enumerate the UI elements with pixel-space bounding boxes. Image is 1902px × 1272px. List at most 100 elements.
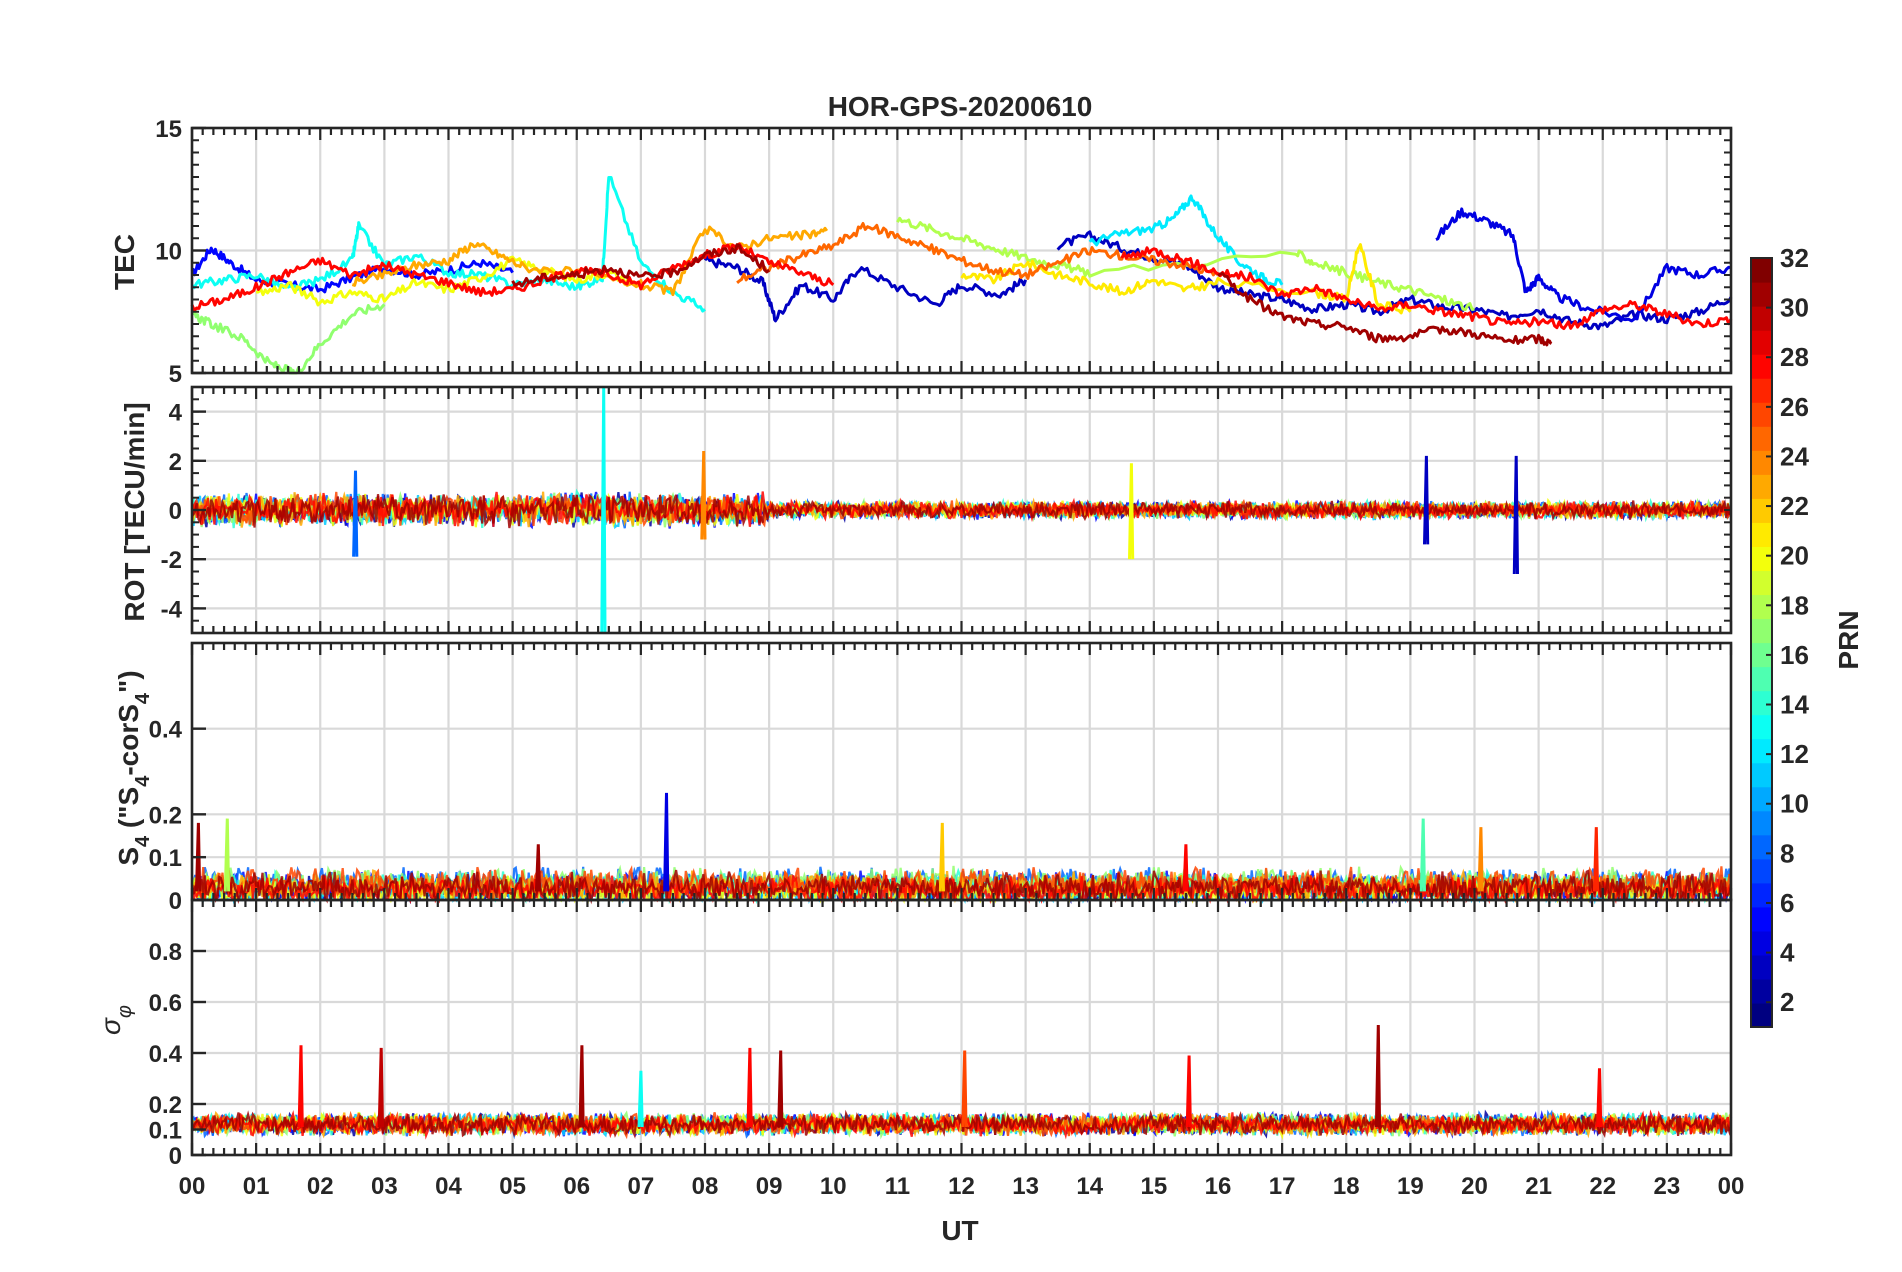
tec-y-tick-label: 15 (155, 116, 182, 143)
colorbar-segment-prn-29 (1751, 330, 1772, 355)
colorbar-segment-prn-22 (1751, 498, 1772, 523)
colorbar-segment-prn-21 (1751, 522, 1772, 547)
colorbar-segment-prn-11 (1751, 762, 1772, 788)
colorbar-segment-prn-4 (1751, 930, 1772, 956)
colorbar-tick-label: 20 (1780, 541, 1809, 571)
x-tick-label: 16 (1205, 1173, 1232, 1200)
tec-series-prn-3 (703, 255, 1028, 323)
s4-spike-prn-31 (195, 822, 202, 892)
panel-tec: 5 10 15 (155, 116, 1733, 388)
x-tick-label: 09 (756, 1173, 783, 1200)
panel-sigma_phi-data (190, 1024, 1733, 1140)
tec-series-prn-28 (190, 242, 835, 313)
sigma_phi-spike-prn-28 (297, 1045, 304, 1128)
s4-spike-prn-31 (534, 844, 542, 892)
colorbar-segment-prn-8 (1751, 834, 1772, 860)
colorbar-tick-label: 18 (1780, 590, 1809, 620)
x-tick-label: 14 (1076, 1173, 1103, 1200)
rot-spike-prn-8 (352, 470, 359, 557)
colorbar-tick-label: 30 (1780, 293, 1809, 323)
colorbar-segment-prn-18 (1751, 594, 1772, 620)
colorbar-tick-label: 14 (1780, 690, 1809, 720)
rot-y-tick-label: 4 (169, 400, 183, 427)
s4-y-tick-label: 0.1 (149, 845, 182, 872)
x-tick-label: 17 (1269, 1173, 1296, 1200)
x-tick-label: 05 (499, 1173, 526, 1200)
colorbar-segment-prn-26 (1751, 402, 1772, 427)
colorbar-segment-prn-20 (1751, 546, 1772, 572)
tec-series-prn-25 (736, 222, 1220, 284)
tec-series-prn-5 (190, 246, 514, 294)
x-tick-label: 07 (628, 1173, 655, 1200)
colorbar-segment-prn-2 (1751, 978, 1772, 1004)
x-tick-label: 01 (243, 1173, 270, 1200)
colorbar-tick-label: 4 (1780, 938, 1795, 968)
tec-y-tick-label: 10 (155, 239, 182, 266)
x-tick-label: 03 (371, 1173, 398, 1200)
sigma_phi-spike-prn-31 (578, 1045, 585, 1128)
x-tick-label: 15 (1141, 1173, 1168, 1200)
x-axis-label: UT (941, 1215, 978, 1246)
colorbar-segment-prn-32 (1751, 258, 1772, 283)
rot-spike-prn-3 (1512, 455, 1519, 575)
s4-spike-prn-27 (1592, 827, 1600, 892)
colorbar-segment-prn-19 (1751, 570, 1772, 596)
tec-y-tick-label: 5 (169, 361, 182, 388)
panel-rot-ticks: -4 -2 0 2 4 (161, 386, 1733, 634)
sigma_phi-spike-prn-30 (377, 1047, 384, 1128)
colorbar-segment-prn-12 (1751, 738, 1772, 764)
sigma_phi-y-tick-label: 0.8 (149, 939, 182, 966)
x-tick-label: 12 (948, 1173, 975, 1200)
sigma_phi-spike-prn-13 (637, 1070, 644, 1128)
x-tick-label: 11 (885, 1173, 910, 1200)
colorbar-segment-prn-14 (1751, 690, 1772, 716)
rot-y-tick-label: 2 (169, 449, 182, 476)
colorbar-tick-label: 22 (1780, 491, 1809, 521)
s4-spike-prn-24 (1477, 827, 1484, 892)
tec-axis-label: TEC (109, 234, 140, 290)
colorbar-tick-label: 2 (1780, 987, 1794, 1017)
sigma_phi-spike-prn-26 (961, 1050, 968, 1128)
s4-y-tick-label: 0 (169, 888, 182, 915)
colorbar-segment-prn-1 (1751, 1002, 1772, 1028)
colorbar-segment-prn-10 (1751, 786, 1772, 812)
s4-y-tick-label: 0.4 (149, 717, 183, 744)
colorbar-tick-label: 10 (1780, 789, 1809, 819)
colorbar-segment-prn-24 (1751, 450, 1772, 475)
colorbar-segment-prn-3 (1751, 954, 1772, 980)
x-tick-label: 18 (1333, 1173, 1360, 1200)
panel-rot-grid (190, 387, 1733, 633)
colorbar-segment-prn-30 (1751, 306, 1772, 331)
colorbar-segment-prn-16 (1751, 642, 1772, 668)
colorbar-segment-prn-25 (1751, 426, 1772, 451)
x-tick-label: 02 (307, 1173, 334, 1200)
sigma_phi-y-tick-label: 0.6 (149, 990, 182, 1017)
colorbar-tick-label: 8 (1780, 838, 1794, 868)
rot-y-tick-label: 0 (169, 498, 182, 525)
x-tick-label: 20 (1461, 1173, 1488, 1200)
rot-series-prn-28 (190, 491, 1733, 527)
colorbar-segment-prn-6 (1751, 882, 1772, 908)
rot-y-tick-label: -2 (161, 547, 182, 574)
tec-series-prn-4 (1435, 207, 1732, 323)
x-tick-label: 23 (1654, 1173, 1681, 1200)
s4-spike-prn-22 (938, 822, 945, 892)
colorbar-segment-prn-31 (1751, 282, 1772, 307)
colorbar-tick-label: 16 (1780, 640, 1809, 670)
tec-series-prn-31 (511, 243, 771, 288)
x-tick-label: 10 (820, 1173, 847, 1200)
panel-sigma_phi: 00.10.2 0.4 0.6 0.8 (149, 898, 1733, 1170)
x-tick-label: 21 (1525, 1173, 1552, 1200)
colorbar-segment-prn-5 (1751, 906, 1772, 932)
colorbar-segment-prn-9 (1751, 810, 1772, 836)
x-tick-label: 06 (563, 1173, 590, 1200)
s4-y-tick-label: 0.2 (149, 802, 182, 829)
panel-rot: -4 -2 0 2 4 (161, 385, 1733, 635)
colorbar-tick-label: 12 (1780, 739, 1809, 769)
sigma_phi-y-tick-label: 0.1 (149, 1118, 182, 1145)
panel-sigma_phi-ticks: 00.10.2 0.4 0.6 0.8 (149, 900, 1733, 1170)
sigma_phi-spike-prn-28 (1185, 1055, 1192, 1128)
colorbar-label: PRN (1833, 610, 1864, 669)
